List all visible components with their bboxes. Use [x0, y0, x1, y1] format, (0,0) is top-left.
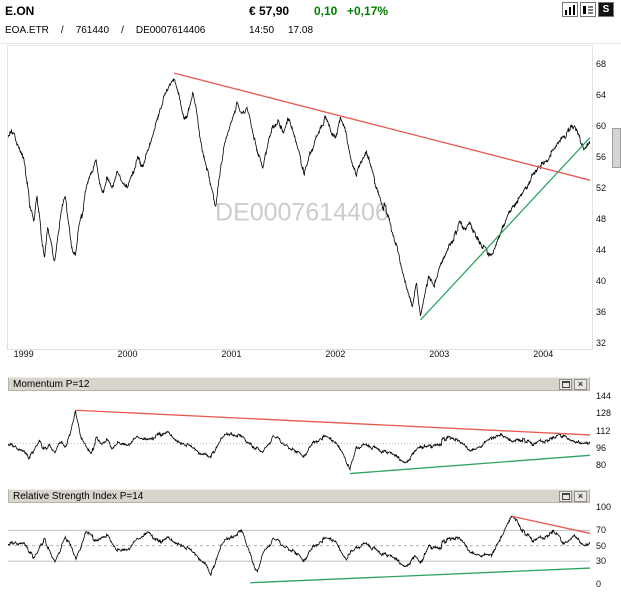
x-tick-label: 1999: [13, 349, 34, 359]
symbol-label: E.ON: [5, 4, 35, 18]
rsi-y-axis: 100 70 50 30 0: [594, 502, 620, 592]
x-tick-label: 2000: [117, 349, 138, 359]
y-tick-label: 30: [596, 556, 607, 567]
news-icon: [583, 5, 593, 14]
y-tick-label: 128: [596, 408, 612, 419]
rsi-support-trendline: [250, 567, 591, 584]
change-percent: +0,17%: [347, 4, 389, 18]
bar-chart-icon: [565, 4, 575, 15]
instrument-identifiers: EOA.ETR / 761440 / DE0007614406: [5, 25, 205, 36]
y-tick-label: 144: [596, 391, 612, 402]
price-series: [7, 77, 591, 316]
close-icon: ×: [577, 378, 584, 389]
momentum-panel-header: Momentum P=12 ×: [8, 377, 590, 391]
y-tick-label: 112: [596, 425, 611, 436]
maximize-icon: [561, 492, 570, 500]
price-plot-svg: DE0007614406: [7, 72, 591, 321]
momentum-resistance-trendline: [75, 409, 591, 436]
y-tick-label: 100: [596, 502, 612, 513]
y-tick-label: 70: [596, 525, 607, 536]
wkn-label: 761440: [75, 25, 110, 36]
last-price-label: € 57,90: [249, 4, 290, 18]
price-x-axis: 1999 2000 2001 2002 2003 2004: [8, 349, 590, 361]
momentum-series: [7, 410, 591, 472]
rsi-panel-title: Relative Strength Index P=14: [13, 490, 144, 502]
separator: /: [121, 25, 124, 36]
y-tick-label: 52: [596, 182, 607, 193]
maximize-icon: [561, 380, 570, 388]
watermark: DE0007614406: [215, 199, 389, 227]
rsi-chart[interactable]: [7, 504, 591, 592]
rsi-resistance-trendline: [511, 515, 591, 534]
header-divider: [0, 43, 621, 44]
change-absolute: 0,10: [314, 4, 338, 18]
y-tick-label: 80: [596, 459, 607, 470]
y-tick-label: 48: [596, 213, 607, 224]
panel-maximize-button[interactable]: [559, 490, 572, 502]
quote-date: 17.08: [288, 25, 314, 36]
scrollbar-thumb[interactable]: [612, 128, 621, 168]
y-tick-label: 44: [596, 245, 607, 256]
panel-close-button[interactable]: ×: [574, 378, 587, 390]
price-chart[interactable]: DE0007614406: [7, 46, 591, 347]
y-tick-label: 32: [596, 338, 607, 349]
settings-icon: S: [602, 3, 610, 15]
resistance-trendline: [174, 72, 591, 181]
y-tick-label: 60: [596, 120, 607, 131]
y-tick-label: 40: [596, 276, 607, 287]
y-tick-label: 96: [596, 442, 607, 453]
support-trendline: [420, 137, 591, 321]
momentum-support-trendline: [349, 454, 591, 475]
y-tick-label: 56: [596, 151, 607, 162]
x-tick-label: 2002: [325, 349, 346, 359]
momentum-panel-title: Momentum P=12: [13, 378, 90, 390]
chart-style-button[interactable]: [562, 2, 578, 17]
x-tick-label: 2004: [533, 349, 554, 359]
close-icon: ×: [577, 490, 584, 501]
rsi-series: [7, 515, 591, 576]
rsi-plot-svg: [7, 515, 591, 584]
ticker-label: EOA.ETR: [5, 25, 49, 36]
rsi-panel-header: Relative Strength Index P=14 ×: [8, 489, 590, 503]
momentum-chart[interactable]: [7, 392, 591, 480]
momentum-y-axis: 144 128 112 96 80: [594, 391, 620, 480]
quote-time: 14:50: [249, 25, 275, 36]
separator: /: [60, 25, 64, 36]
price-chart-frame: [7, 45, 593, 350]
price-y-axis: 68 64 60 56 52 48 44 40 36 32: [594, 46, 620, 349]
y-tick-label: 50: [596, 540, 607, 551]
y-tick-label: 0: [596, 579, 602, 590]
y-tick-label: 64: [596, 89, 607, 100]
x-tick-label: 2001: [221, 349, 242, 359]
news-button[interactable]: [580, 2, 596, 17]
panel-maximize-button[interactable]: [559, 378, 572, 390]
panel-close-button[interactable]: ×: [574, 490, 587, 502]
y-tick-label: 36: [596, 307, 607, 318]
settings-button[interactable]: S: [598, 2, 614, 17]
momentum-plot-svg: [7, 409, 591, 475]
isin-label: DE0007614406: [135, 25, 206, 36]
y-tick-label: 68: [596, 58, 607, 69]
x-tick-label: 2003: [429, 349, 450, 359]
